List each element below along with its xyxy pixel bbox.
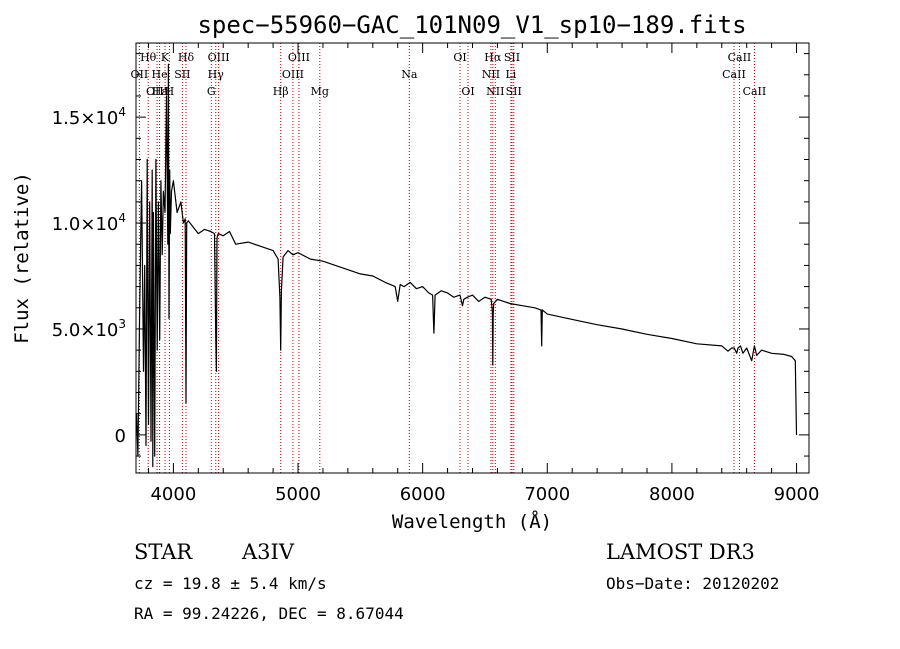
spectral-line-label: G bbox=[207, 85, 216, 98]
y-tick-label-exponent: 4 bbox=[118, 211, 126, 225]
spectral-line-label: NII bbox=[482, 68, 500, 81]
chart-title: spec−55960−GAC_101N09_V1_sp10−189.fits bbox=[197, 11, 746, 39]
x-tick-label: 6000 bbox=[400, 484, 446, 505]
y-tick-label-exponent: 3 bbox=[118, 317, 126, 331]
spectral-line-label: Hβ bbox=[273, 85, 289, 98]
spectral-line-label: SII bbox=[174, 68, 190, 81]
spectral-line-label: Hδ bbox=[178, 51, 195, 64]
spectral-line-label: OIII bbox=[208, 51, 230, 64]
y-tick-label-base: 1.5×10 bbox=[52, 108, 119, 129]
spectral-line-label: Hθ bbox=[140, 51, 157, 64]
y-tick-label-base: 5.0×10 bbox=[52, 320, 119, 341]
redshift-value: cz = 19.8 ± 5.4 km/s bbox=[134, 574, 327, 593]
spectral-line-label: H bbox=[165, 85, 175, 98]
spectral-line-label: SII bbox=[504, 51, 520, 64]
spectral-line-label: CaII bbox=[722, 68, 746, 81]
y-tick-label: 0 bbox=[115, 426, 126, 447]
x-tick-label: 9000 bbox=[774, 484, 820, 505]
y-axis-label: Flux (relative) bbox=[11, 172, 33, 344]
obs-date: Obs−Date: 20120202 bbox=[606, 574, 780, 593]
y-tick-label: 5.0×103 bbox=[52, 317, 126, 341]
spectral-line-label: SII bbox=[506, 85, 522, 98]
spectrum-line bbox=[136, 63, 798, 468]
spectral-line-label: OI bbox=[461, 85, 474, 98]
spectral-line-label: Hα bbox=[484, 51, 502, 64]
spectral-line-label: OIII bbox=[146, 85, 168, 98]
y-tick-label-base: 0 bbox=[115, 426, 126, 447]
spectral-line-label: Hγ bbox=[208, 68, 225, 81]
spectral-line-label: OIII bbox=[288, 51, 310, 64]
axis-ticks-layer: 4000 5000 6000 7000 8000 900005.0×1031.0×1041… bbox=[52, 43, 820, 505]
survey-name: LAMOST DR3 bbox=[606, 540, 755, 564]
spectral-line-label: Mg bbox=[311, 85, 329, 98]
y-tick-label: 1.5×104 bbox=[52, 105, 126, 129]
spectral-line-label: He bbox=[152, 68, 168, 81]
spectral-line-label: OI bbox=[453, 51, 466, 64]
x-tick-label: 8000 bbox=[649, 484, 695, 505]
spectral-line-label: K bbox=[161, 51, 170, 64]
spectral-line-label: OIII bbox=[282, 68, 304, 81]
x-axis-label: Wavelength (Å) bbox=[392, 510, 552, 533]
spectral-line-label: CaII bbox=[743, 85, 767, 98]
plot-frame bbox=[135, 42, 810, 474]
spectral-line-label: Li bbox=[505, 68, 516, 81]
x-tick-label: 7000 bbox=[524, 484, 570, 505]
y-tick-label: 1.0×104 bbox=[52, 211, 126, 235]
spectral-line-label: NII bbox=[486, 85, 504, 98]
object-class: STAR bbox=[134, 540, 193, 564]
x-tick-label: 4000 bbox=[150, 484, 196, 505]
y-tick-label-exponent: 4 bbox=[118, 105, 126, 119]
spectral-line-label: CaII bbox=[728, 51, 752, 64]
coordinates: RA = 99.24226, DEC = 8.67044 bbox=[134, 604, 404, 623]
object-subclass: A3IV bbox=[242, 540, 294, 564]
spectral-line-label: Na bbox=[401, 68, 418, 81]
spectrum-layer bbox=[136, 63, 798, 468]
y-tick-label-base: 1.0×10 bbox=[52, 214, 119, 235]
x-tick-label: 5000 bbox=[275, 484, 321, 505]
